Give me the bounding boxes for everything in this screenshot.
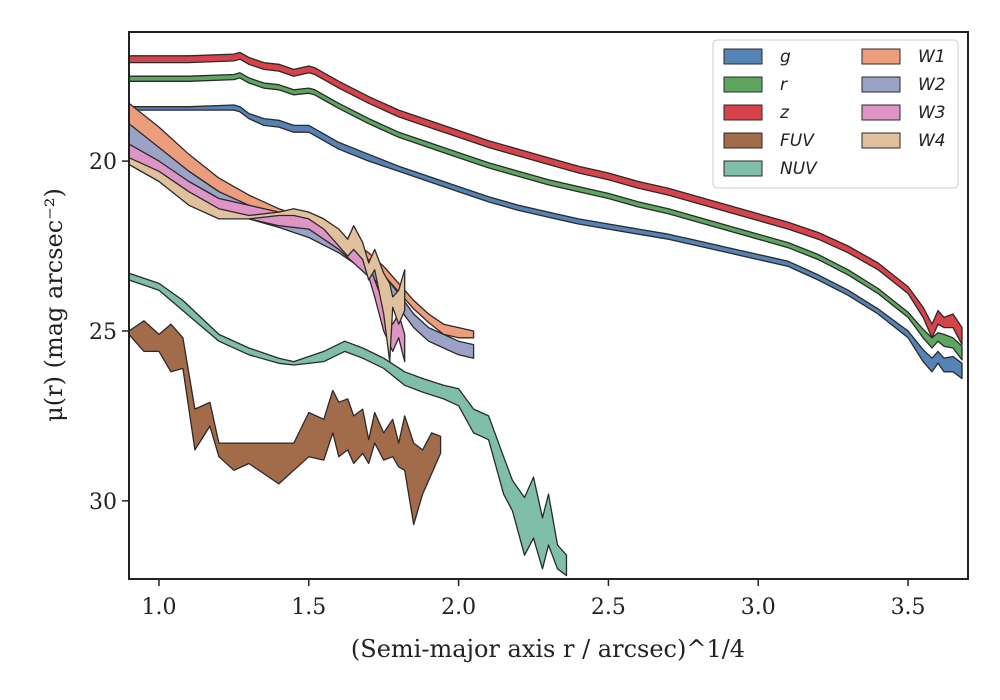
x-tick-label: 3.0 bbox=[741, 595, 776, 620]
band-z bbox=[128, 51, 963, 346]
y-tick-label: 20 bbox=[89, 150, 117, 175]
profile-bands bbox=[128, 51, 963, 577]
legend: grz FUV NUV W1 W2 W3 W4 bbox=[712, 39, 959, 189]
legend-swatch-g bbox=[723, 48, 763, 65]
x-axis-ticks: 1.0 1.5 2.0 2.5 3.0 3.5 bbox=[141, 579, 926, 620]
legend-label-nuv: NUV bbox=[780, 159, 818, 179]
legend-label-g: g bbox=[780, 47, 791, 67]
legend-swatch-w3 bbox=[861, 104, 901, 121]
x-tick-label: 2.0 bbox=[441, 595, 476, 620]
y-axis-label: μ(r) (mag arcsec⁻²) bbox=[40, 188, 68, 422]
legend-label-w1: W1 bbox=[918, 47, 946, 67]
band-r bbox=[128, 72, 963, 361]
y-tick-label: 30 bbox=[89, 490, 117, 515]
legend-swatch-nuv bbox=[723, 160, 763, 177]
x-tick-label: 2.5 bbox=[591, 595, 626, 620]
band-w4 bbox=[128, 157, 406, 363]
legend-swatch-r bbox=[723, 76, 763, 93]
legend-label-w3: W3 bbox=[918, 103, 946, 123]
y-axis-ticks: 20 25 30 bbox=[89, 150, 129, 515]
x-tick-label: 1.0 bbox=[141, 595, 176, 620]
plot-frame bbox=[128, 31, 969, 580]
x-axis-label: (Semi-major axis r / arcsec)^1/4 bbox=[351, 635, 745, 663]
y-tick-label: 25 bbox=[89, 320, 117, 345]
x-tick-label: 3.5 bbox=[891, 595, 926, 620]
legend-label-w4: W4 bbox=[918, 131, 946, 151]
band-fuv bbox=[128, 320, 442, 526]
legend-swatch-w2 bbox=[861, 76, 901, 93]
legend-label-w2: W2 bbox=[918, 75, 946, 95]
legend-swatch-fuv bbox=[723, 132, 763, 149]
band-nuv bbox=[128, 272, 568, 577]
legend-label-r: r bbox=[780, 75, 788, 95]
legend-swatch-w1 bbox=[861, 48, 901, 65]
legend-label-z: z bbox=[779, 103, 790, 123]
legend-label-fuv: FUV bbox=[780, 131, 815, 151]
legend-swatch-w4 bbox=[861, 132, 901, 149]
x-tick-label: 1.5 bbox=[291, 595, 326, 620]
band-g bbox=[128, 104, 963, 380]
legend-swatch-z bbox=[723, 104, 763, 121]
